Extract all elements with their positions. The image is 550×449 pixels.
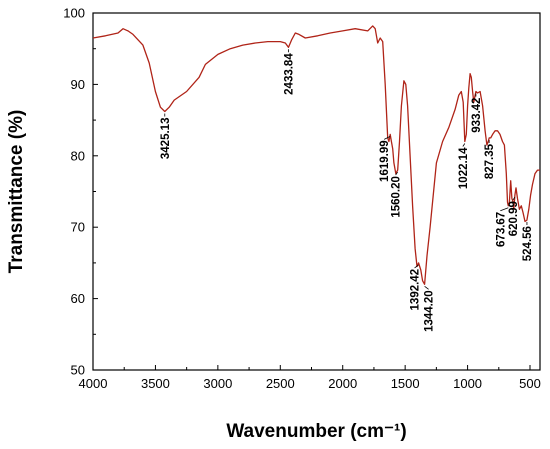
peak-label: 1392.42: [410, 269, 422, 311]
y-tick-label: 60: [71, 291, 85, 306]
peak-leader-line: [500, 207, 509, 212]
peak-leader-line: [512, 196, 516, 201]
plot-border: [92, 12, 541, 371]
y-tick-label: 100: [63, 6, 85, 21]
peak-label: 1022.14: [458, 147, 470, 189]
peak-label: 1560.20: [391, 176, 403, 218]
y-tick-label: 80: [71, 148, 85, 163]
x-tick-label: 2000: [328, 376, 357, 391]
x-tick-label: 1000: [453, 376, 482, 391]
peak-label: 933.42: [471, 98, 483, 133]
x-tick-label: 3500: [141, 376, 170, 391]
plot-frame: [92, 12, 541, 371]
peak-label: 1619.99: [379, 140, 391, 182]
spectrum-line-0: [92, 25, 540, 285]
y-tick-label: 90: [71, 77, 85, 92]
x-tick-label: 3000: [203, 376, 232, 391]
x-axis: 4000 3500 3000 2500 2000 1500 1000 500: [79, 365, 541, 391]
peak-label: 620.99: [508, 201, 520, 236]
peak-label: 1344.20: [424, 290, 436, 332]
y-tick-label: 70: [71, 220, 85, 235]
x-tick-label: 500: [519, 376, 541, 391]
peak-leader-line: [424, 286, 429, 290]
peak-leader-line: [462, 143, 466, 147]
peak-label: 2433.84: [284, 53, 296, 95]
y-axis: 50 60 70 80 90 100: [63, 6, 98, 378]
peak-label: 3425.13: [160, 118, 172, 160]
series-layer: [92, 25, 540, 285]
peak-label: 673.67: [495, 212, 507, 247]
peak-leader-line: [414, 264, 419, 269]
y-tick-label: 50: [71, 363, 85, 378]
y-axis-title: Transmittance (%): [6, 110, 27, 274]
x-tick-label: 2500: [266, 376, 295, 391]
x-axis-title: Wavenumber (cm⁻¹): [226, 421, 406, 442]
x-tick-label: 1500: [391, 376, 420, 391]
peak-leader-line: [395, 171, 398, 176]
peak-label: 827.35: [484, 143, 496, 179]
x-tick-label: 4000: [79, 376, 108, 391]
peak-label: 524.56: [522, 226, 534, 261]
peak-leader-line: [383, 136, 391, 140]
